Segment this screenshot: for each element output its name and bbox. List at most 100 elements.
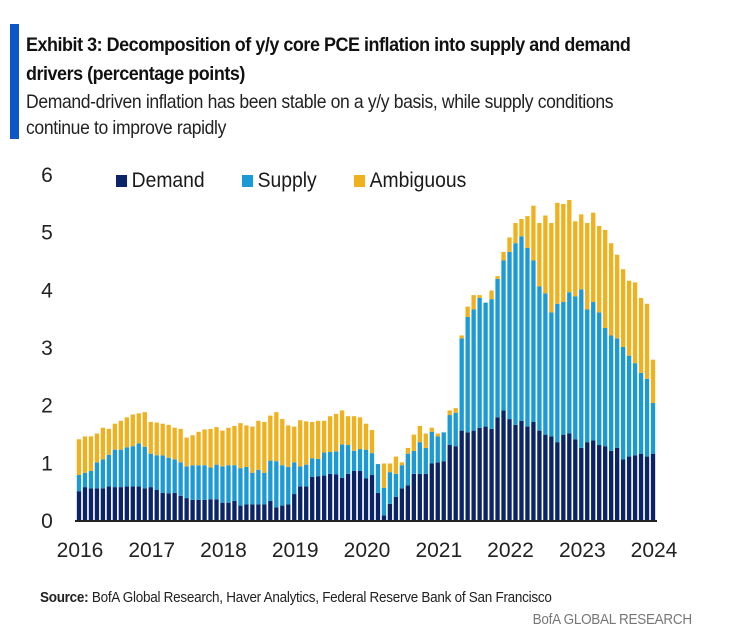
bar-segment-supply xyxy=(363,449,369,479)
x-tick-label: 2024 xyxy=(631,539,678,562)
bar-segment-supply xyxy=(549,312,554,437)
bar-segment-demand xyxy=(250,504,255,520)
bar-segment-supply xyxy=(561,302,566,435)
bar-segment-demand xyxy=(393,496,399,520)
bar-segment-supply xyxy=(638,372,644,454)
bar-segment-demand xyxy=(220,502,225,520)
bar-segment-demand xyxy=(567,433,572,520)
bar-segment-ambiguous xyxy=(507,237,512,252)
bar-segment-demand xyxy=(495,417,500,520)
y-tick-label: 2 xyxy=(41,395,53,418)
bar-segment-ambiguous xyxy=(250,426,255,473)
bar-segment-demand xyxy=(88,488,94,520)
bar-segment-demand xyxy=(375,492,381,520)
bar-segment-ambiguous xyxy=(286,425,291,467)
bar-segment-demand xyxy=(507,419,512,520)
bar-segment-ambiguous xyxy=(118,420,123,450)
bar-segment-ambiguous xyxy=(112,423,118,450)
bar-segment-supply xyxy=(387,472,393,504)
bar-segment-supply xyxy=(82,472,88,488)
y-axis: 0 1 2 3 4 5 6 xyxy=(41,164,53,533)
bar-segment-ambiguous xyxy=(609,243,614,336)
bar-segment-ambiguous xyxy=(232,426,237,466)
bar-segment-supply xyxy=(417,442,422,474)
chart-subtitle: Demand-driven inflation has been stable … xyxy=(26,91,614,139)
bar-segment-demand xyxy=(387,503,393,520)
bar-segment-supply xyxy=(644,378,650,457)
bar-segment-supply xyxy=(393,473,399,497)
bar-segment-ambiguous xyxy=(591,212,596,303)
bar-segment-supply xyxy=(441,432,446,462)
bar-segment-demand xyxy=(483,426,488,520)
bar-segment-supply xyxy=(298,466,303,487)
bar-segment-ambiguous xyxy=(603,229,608,328)
bar-segment-demand xyxy=(585,442,590,520)
bar-segment-demand xyxy=(94,488,100,520)
bar-segment-ambiguous xyxy=(399,462,405,466)
bar-segment-supply xyxy=(453,412,458,447)
legend-swatch-ambiguous xyxy=(353,175,365,187)
bar-segment-ambiguous xyxy=(525,216,530,248)
bar-segment-supply xyxy=(525,247,530,427)
bar-segment-ambiguous xyxy=(489,290,494,300)
bar-segment-supply xyxy=(310,458,315,477)
bar-segment-demand xyxy=(268,500,273,520)
bar-segment-demand xyxy=(459,430,464,520)
bar-segment-ambiguous xyxy=(513,223,518,244)
bar-segment-supply xyxy=(585,309,590,443)
bar-segment-demand xyxy=(525,426,530,520)
brand-label: BofA GLOBAL RESEARCH xyxy=(532,611,692,628)
bar-segment-supply xyxy=(88,470,94,489)
bar-segment-ambiguous xyxy=(190,435,195,466)
bar-segment-ambiguous xyxy=(94,433,100,463)
bar-segment-ambiguous xyxy=(537,223,542,287)
bar-segment-supply xyxy=(519,236,524,421)
bar-segment-supply xyxy=(256,469,261,505)
bar-segment-ambiguous xyxy=(88,436,94,471)
bar-segment-demand xyxy=(435,462,440,520)
bar-segment-demand xyxy=(262,504,267,520)
bar-segment-ambiguous xyxy=(100,427,106,460)
legend-item-ambiguous: Ambiguous xyxy=(353,169,466,193)
bar-segment-demand xyxy=(196,499,201,520)
bar-segment-demand xyxy=(100,488,106,520)
bar-segment-supply xyxy=(166,457,171,494)
bar-segment-supply xyxy=(268,460,273,501)
bar-segment-supply xyxy=(130,446,135,487)
bar-segment-ambiguous xyxy=(405,447,411,454)
bar-segment-supply xyxy=(603,327,608,447)
bar-segment-supply xyxy=(369,453,375,476)
x-tick-label: 2017 xyxy=(128,539,175,562)
bar-segment-demand xyxy=(244,504,249,520)
bar-segment-demand xyxy=(202,499,207,520)
x-axis: 2016 2017 2018 2019 2020 2021 2022 2023 2024 xyxy=(57,539,678,562)
bar-segment-demand xyxy=(333,474,339,520)
bar-segment-ambiguous xyxy=(423,433,428,448)
bar-segment-ambiguous xyxy=(292,426,297,463)
x-tick-label: 2020 xyxy=(344,539,391,562)
bar-segment-demand xyxy=(549,436,554,520)
bar-segment-demand xyxy=(208,499,213,520)
bar-segment-supply xyxy=(220,466,225,503)
bar-segment-ambiguous xyxy=(304,421,309,465)
bar-segment-demand xyxy=(477,427,482,520)
bar-segment-supply xyxy=(459,338,464,431)
bar-segment-ambiguous xyxy=(363,423,369,450)
bar-segment-ambiguous xyxy=(393,456,399,474)
bar-segment-supply xyxy=(327,451,333,474)
bar-segment-supply xyxy=(262,472,267,505)
bar-segment-supply xyxy=(184,466,189,499)
bar-segment-ambiguous xyxy=(148,421,153,454)
bar-segment-supply xyxy=(375,464,381,493)
bar-segment-ambiguous xyxy=(196,431,201,466)
bar-segment-supply xyxy=(202,465,207,500)
bar-segment-supply xyxy=(411,450,416,474)
bar-segment-supply xyxy=(232,465,237,501)
bar-segment-supply xyxy=(495,278,500,418)
bar-segment-supply xyxy=(238,468,243,506)
source-text: BofA Global Research, Haver Analytics, F… xyxy=(88,589,552,606)
bar-segment-demand xyxy=(304,486,309,520)
bar-segment-supply xyxy=(614,338,620,448)
bar-segment-ambiguous xyxy=(561,203,566,303)
bar-segment-demand xyxy=(363,478,369,520)
